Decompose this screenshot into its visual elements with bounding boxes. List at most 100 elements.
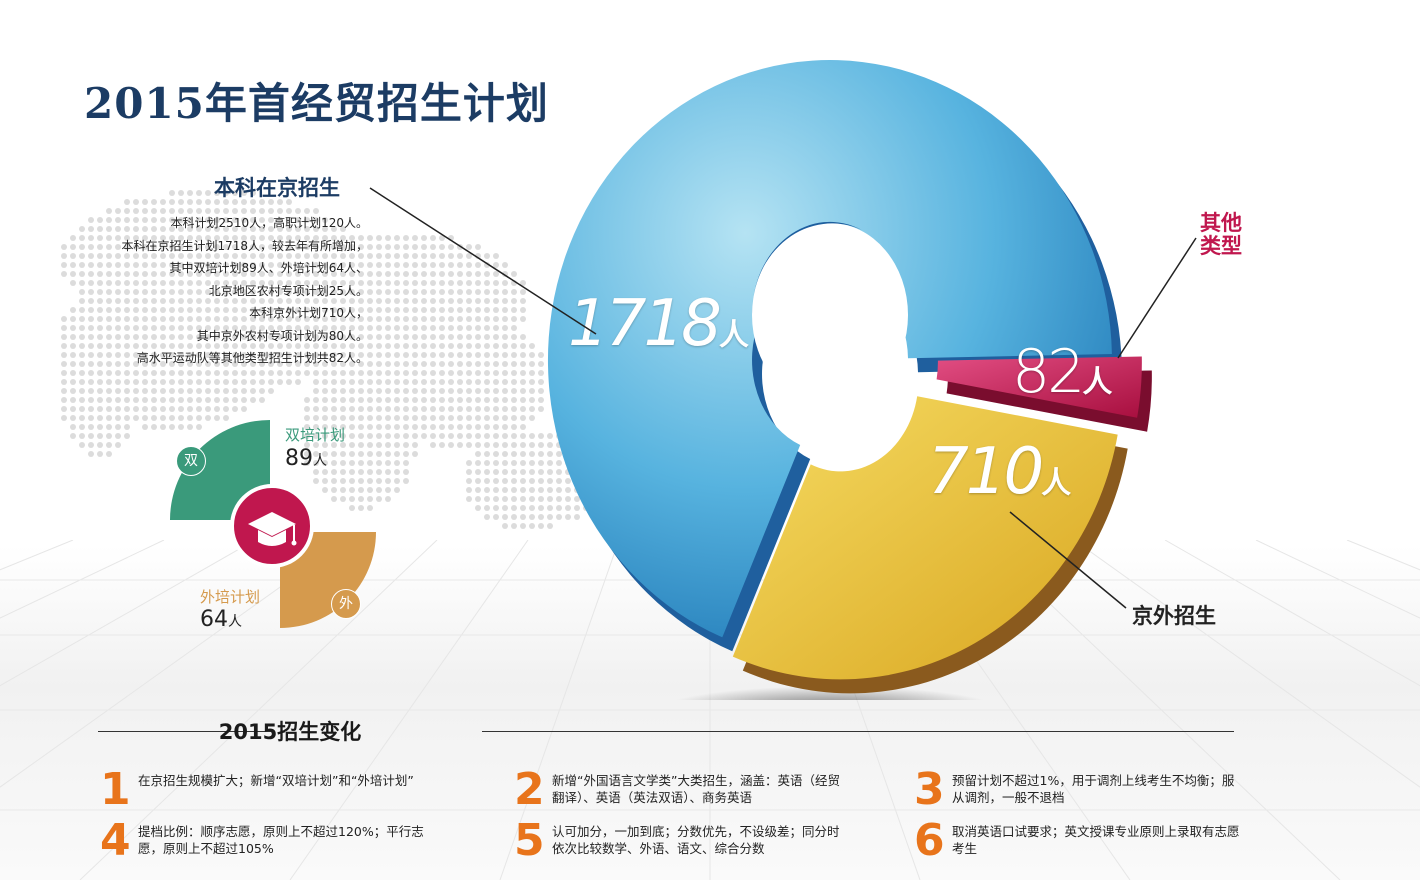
map-dot — [349, 253, 355, 259]
map-dot — [142, 325, 148, 331]
map-dot — [169, 415, 175, 421]
map-dot — [97, 370, 103, 376]
map-dot — [439, 406, 445, 412]
map-dot — [475, 397, 481, 403]
map-dot — [187, 199, 193, 205]
map-dot — [88, 307, 94, 313]
map-dot — [439, 235, 445, 241]
map-dot — [178, 352, 184, 358]
map-dot — [88, 424, 94, 430]
map-dot — [367, 298, 373, 304]
map-dot — [268, 334, 274, 340]
map-dot — [187, 217, 193, 223]
map-dot — [61, 370, 67, 376]
leader-line-other — [1117, 237, 1197, 359]
map-dot — [358, 469, 364, 475]
map-dot — [556, 487, 562, 493]
map-dot — [439, 433, 445, 439]
map-dot — [538, 433, 544, 439]
map-dot — [70, 388, 76, 394]
map-dot — [214, 397, 220, 403]
map-dot — [331, 352, 337, 358]
map-dot — [115, 217, 121, 223]
map-dot — [403, 415, 409, 421]
map-dot — [250, 316, 256, 322]
map-dot — [115, 361, 121, 367]
map-dot — [232, 307, 238, 313]
map-dot — [556, 496, 562, 502]
map-dot — [232, 280, 238, 286]
map-dot — [259, 199, 265, 205]
map-dot — [394, 460, 400, 466]
map-dot — [178, 361, 184, 367]
map-dot — [439, 370, 445, 376]
map-dot — [520, 460, 526, 466]
map-dot — [493, 343, 499, 349]
map-dot — [529, 388, 535, 394]
map-dot — [241, 217, 247, 223]
map-dot — [340, 307, 346, 313]
map-dot — [178, 406, 184, 412]
map-dot — [502, 442, 508, 448]
map-dot — [421, 307, 427, 313]
map-dot — [205, 289, 211, 295]
map-dot — [448, 334, 454, 340]
map-dot — [502, 289, 508, 295]
map-dot — [187, 307, 193, 313]
map-dot — [97, 415, 103, 421]
map-dot — [115, 415, 121, 421]
map-dot — [196, 217, 202, 223]
map-dot — [448, 352, 454, 358]
map-dot — [385, 442, 391, 448]
map-dot — [556, 469, 562, 475]
map-dot — [286, 370, 292, 376]
map-dot — [466, 334, 472, 340]
map-dot — [313, 352, 319, 358]
map-dot — [502, 433, 508, 439]
map-dot — [484, 298, 490, 304]
description-line: 本科计划2510人，高职计划120人。 — [170, 216, 368, 230]
map-dot — [70, 379, 76, 385]
map-dot — [475, 289, 481, 295]
map-dot — [79, 361, 85, 367]
map-dot — [412, 442, 418, 448]
map-dot — [97, 307, 103, 313]
map-dot — [277, 235, 283, 241]
map-dot — [259, 361, 265, 367]
map-dot — [178, 343, 184, 349]
map-dot — [250, 379, 256, 385]
map-dot — [349, 478, 355, 484]
map-dot — [412, 406, 418, 412]
map-dot — [169, 397, 175, 403]
map-dot — [394, 307, 400, 313]
floor-line — [1255, 540, 1420, 619]
map-dot — [106, 343, 112, 349]
map-dot — [421, 361, 427, 367]
map-dot — [241, 208, 247, 214]
map-dot — [367, 487, 373, 493]
map-dot — [295, 289, 301, 295]
map-dot — [340, 487, 346, 493]
wai-title: 外培计划 — [200, 588, 261, 606]
map-dot — [142, 307, 148, 313]
map-dot — [286, 253, 292, 259]
map-dot — [484, 361, 490, 367]
map-dot — [529, 478, 535, 484]
map-dot — [421, 388, 427, 394]
map-dot — [277, 316, 283, 322]
map-dot — [115, 253, 121, 259]
map-dot — [520, 280, 526, 286]
map-dot — [502, 307, 508, 313]
map-dot — [286, 334, 292, 340]
map-dot — [133, 415, 139, 421]
map-dot — [466, 370, 472, 376]
map-dot — [223, 343, 229, 349]
map-dot — [142, 298, 148, 304]
map-dot — [214, 244, 220, 250]
map-dot — [439, 253, 445, 259]
map-dot — [349, 298, 355, 304]
map-dot — [313, 379, 319, 385]
map-dot — [493, 361, 499, 367]
map-dot — [160, 334, 166, 340]
map-dot — [241, 244, 247, 250]
